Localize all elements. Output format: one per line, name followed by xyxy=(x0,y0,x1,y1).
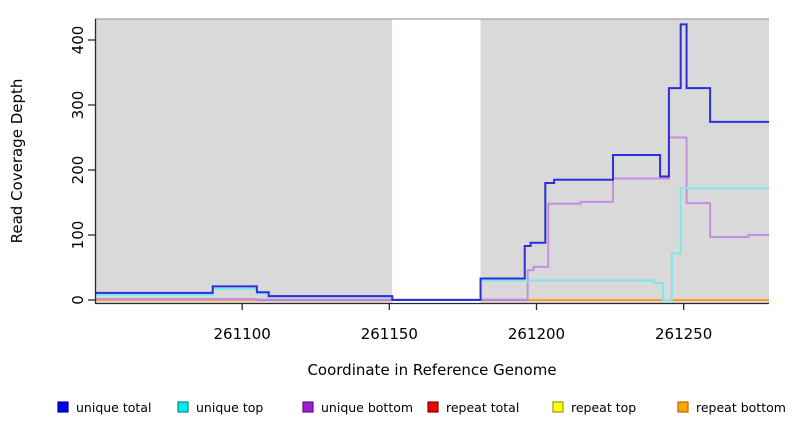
legend-label: repeat top xyxy=(571,400,636,415)
legend-item-unique-top: unique top xyxy=(177,400,263,415)
y-tick-label: 0 xyxy=(69,295,87,305)
legend-swatch xyxy=(302,401,314,413)
legend-label: unique top xyxy=(196,400,263,415)
x-tick-label: 261250 xyxy=(655,325,712,343)
uncovered-gap-region xyxy=(392,19,481,303)
y-tick-label: 200 xyxy=(69,156,87,185)
coverage-series-lines xyxy=(95,23,769,301)
legend-label: unique total xyxy=(76,400,151,415)
legend-item-repeat-total: repeat total xyxy=(427,400,519,415)
legend-swatch xyxy=(677,401,689,413)
x-tick-label: 261150 xyxy=(361,325,418,343)
x-axis-title: Coordinate in Reference Genome xyxy=(307,361,556,379)
legend-label: unique bottom xyxy=(321,400,413,415)
covered-region-left xyxy=(95,19,393,303)
legend-swatch xyxy=(57,401,69,413)
series-line-unique-bottom xyxy=(95,136,769,301)
y-axis-ticks: 0 100 200 300 400 xyxy=(69,26,95,305)
legend-label: repeat bottom xyxy=(696,400,786,415)
x-tick-label: 261200 xyxy=(508,325,565,343)
y-tick-label: 400 xyxy=(69,26,87,55)
y-tick-label: 300 xyxy=(69,91,87,120)
legend-label: repeat total xyxy=(446,400,519,415)
x-tick-label: 261100 xyxy=(214,325,271,343)
plot-background xyxy=(95,19,769,303)
legend-item-unique-bottom: unique bottom xyxy=(302,400,413,415)
covered-region-right xyxy=(480,19,769,303)
y-axis-title: Read Coverage Depth xyxy=(8,79,26,244)
legend: unique total unique top unique bottom repea… xyxy=(57,400,786,415)
legend-swatch xyxy=(552,401,564,413)
legend-swatch xyxy=(177,401,189,413)
legend-item-repeat-bottom: repeat bottom xyxy=(677,400,786,415)
legend-item-unique-total: unique total xyxy=(57,400,151,415)
y-tick-label: 100 xyxy=(69,221,87,250)
legend-swatch xyxy=(427,401,439,413)
series-line-unique-total xyxy=(95,23,769,301)
x-axis-ticks: 261100 261150 261200 261250 xyxy=(214,303,712,343)
legend-item-repeat-top: repeat top xyxy=(552,400,636,415)
